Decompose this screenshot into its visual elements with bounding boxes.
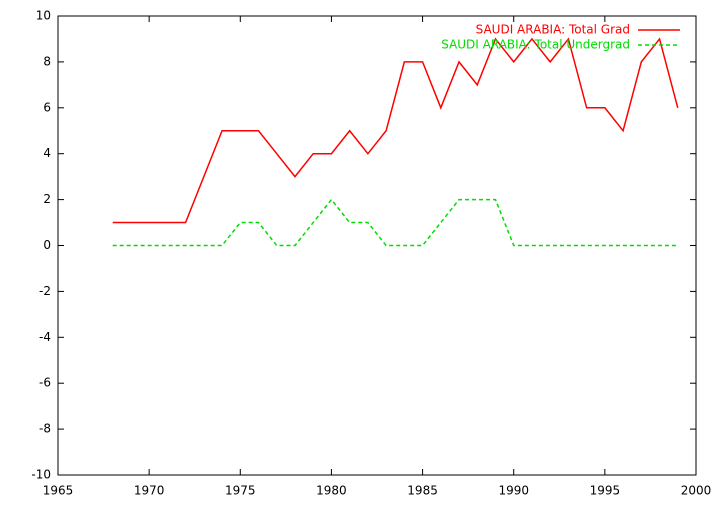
y-tick-label: -6 bbox=[39, 376, 51, 390]
y-tick-label: 10 bbox=[36, 9, 51, 23]
y-tick-label: 4 bbox=[43, 146, 51, 160]
x-tick-label: 1985 bbox=[407, 484, 438, 498]
y-tick-label: 0 bbox=[43, 238, 51, 252]
legend-label: SAUDI ARABIA: Total Grad bbox=[476, 23, 630, 37]
y-tick-label: -10 bbox=[31, 468, 51, 482]
x-tick-label: 1970 bbox=[134, 484, 165, 498]
data-line bbox=[112, 37, 679, 224]
y-tick-label: -8 bbox=[39, 422, 51, 436]
x-tick-label: 1980 bbox=[316, 484, 347, 498]
data-line bbox=[112, 198, 678, 247]
y-tick-label: 2 bbox=[43, 192, 51, 206]
y-tick-label: -4 bbox=[39, 330, 51, 344]
x-tick-label: 2000 bbox=[681, 484, 712, 498]
x-tick-label: 1995 bbox=[590, 484, 621, 498]
plot-frame bbox=[57, 15, 697, 476]
x-tick-label: 1965 bbox=[43, 484, 74, 498]
x-tick-label: 1990 bbox=[498, 484, 529, 498]
y-tick-label: 8 bbox=[43, 54, 51, 68]
legend-label: SAUDI ARABIA: Total Undergrad bbox=[441, 38, 630, 52]
y-tick-label: -2 bbox=[39, 284, 51, 298]
x-tick-label: 1975 bbox=[225, 484, 256, 498]
y-tick-label: 6 bbox=[43, 100, 51, 114]
